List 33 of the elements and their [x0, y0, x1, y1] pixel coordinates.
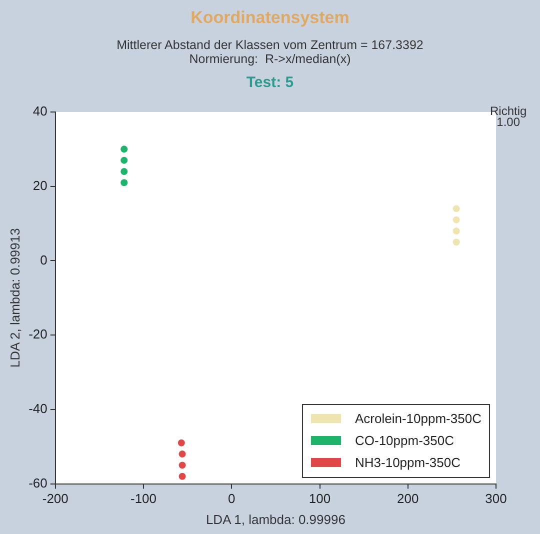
- x-tick-label: 0: [228, 491, 236, 506]
- point: [178, 439, 185, 446]
- legend-label: NH3-10ppm-350C: [355, 455, 460, 470]
- point: [452, 205, 460, 212]
- point: [120, 156, 128, 164]
- point: [120, 179, 128, 186]
- chart-title: Koordinatensystem: [190, 8, 350, 28]
- point: [120, 146, 128, 153]
- legend-label: CO-10ppm-350C: [355, 433, 454, 448]
- point: [452, 238, 460, 246]
- text: Test: 5: [245, 74, 295, 91]
- annotation: Richtig 1.00: [490, 104, 527, 129]
- y-tick-label: 20: [32, 178, 48, 193]
- y-axis-title: LDA 2, lambda: 0.99913: [7, 228, 22, 368]
- y-tick-label: 0: [40, 252, 48, 268]
- point: [178, 472, 186, 480]
- point: [452, 216, 460, 224]
- point: [452, 227, 460, 234]
- y-tick-label: -60: [28, 475, 48, 490]
- y-tick-label: -20: [28, 326, 48, 342]
- y-tick-label: -40: [28, 401, 48, 416]
- x-tick-label: -200: [42, 491, 68, 506]
- point: [178, 450, 186, 458]
- x-tick-label: 200: [397, 491, 419, 506]
- point: [120, 168, 128, 175]
- x-tick-label: 300: [485, 491, 507, 506]
- y-tick-label: 40: [32, 104, 48, 119]
- point: [178, 462, 186, 469]
- x-tick-label: 100: [308, 491, 331, 506]
- x-tick-label: -100: [130, 491, 157, 506]
- legend-label: Acrolein-10ppm-350C: [355, 411, 482, 426]
- chart-subtitle: Mittlerer Abstand der Klassen vom Zentrum = 167.3392 Normierung: R->x/median(x): [116, 38, 424, 66]
- x-axis-title: LDA 1, lambda: 0.99996: [206, 512, 346, 527]
